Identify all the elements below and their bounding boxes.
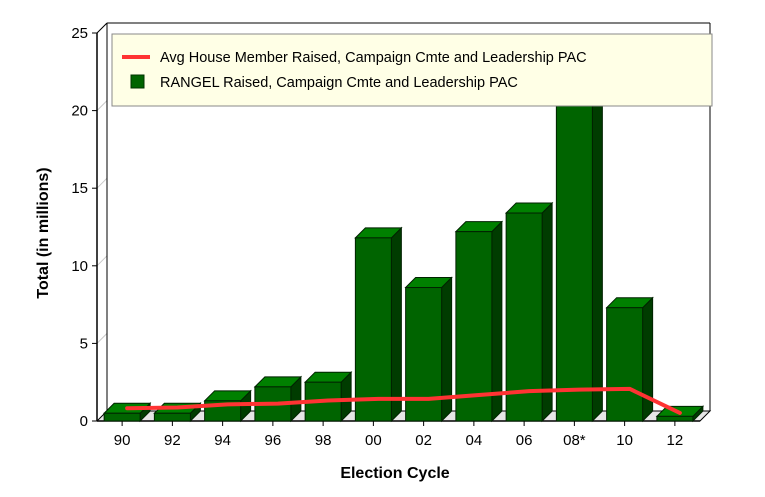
gridline-side bbox=[96, 100, 108, 111]
legend-label-average: Avg House Member Raised, Campaign Cmte a… bbox=[160, 50, 587, 66]
x-tick-label: 10 bbox=[616, 432, 633, 449]
bar-front bbox=[505, 212, 543, 422]
bar bbox=[303, 370, 353, 423]
gridline-side bbox=[96, 333, 108, 344]
bar-front bbox=[103, 412, 141, 422]
bar bbox=[555, 91, 604, 423]
average-line bbox=[125, 386, 682, 415]
bar bbox=[454, 220, 504, 423]
bar-side bbox=[591, 91, 603, 423]
bar bbox=[504, 201, 554, 423]
y-tick-label: 5 bbox=[80, 335, 88, 352]
x-axis-title: Election Cycle bbox=[340, 465, 449, 482]
x-tick-label: 02 bbox=[415, 432, 432, 449]
bar bbox=[102, 402, 152, 423]
y-tick-label: 25 bbox=[71, 25, 88, 42]
bar-front bbox=[153, 412, 191, 422]
x-tick-label: 12 bbox=[667, 432, 684, 449]
bar bbox=[605, 296, 654, 423]
average-line-path bbox=[125, 386, 682, 415]
x-tick-label: 90 bbox=[114, 432, 131, 449]
y-tick-label: 20 bbox=[71, 103, 88, 120]
legend-label-rangel: RANGEL Raised, Campaign Cmte and Leaders… bbox=[160, 75, 518, 91]
bar-side bbox=[642, 296, 654, 423]
bar-side bbox=[390, 226, 402, 423]
y-axis-ticks: 0 5 10 15 20 25 bbox=[71, 25, 97, 430]
y-tick-label: 10 bbox=[71, 258, 88, 275]
gridline-side bbox=[96, 177, 108, 189]
gridline-side bbox=[96, 255, 108, 267]
bar bbox=[253, 375, 303, 423]
bar-front bbox=[555, 102, 593, 422]
x-tick-label: 04 bbox=[466, 432, 483, 449]
bar-front bbox=[656, 415, 694, 422]
bar-front bbox=[354, 237, 392, 422]
top-left-edge bbox=[96, 22, 108, 34]
y-axis-title: Total (in millions) bbox=[35, 167, 52, 298]
x-tick-label: 06 bbox=[516, 432, 533, 449]
bar-front bbox=[606, 307, 644, 422]
legend: Avg House Member Raised, Campaign Cmte a… bbox=[111, 33, 713, 107]
y-tick-label: 0 bbox=[80, 413, 88, 430]
x-tick-label: 92 bbox=[164, 432, 181, 449]
bar-side bbox=[541, 201, 553, 423]
x-tick-label: 08* bbox=[563, 432, 586, 449]
legend-box bbox=[111, 33, 713, 107]
bar-front bbox=[455, 231, 493, 422]
x-tick-label: 98 bbox=[315, 432, 332, 449]
y-tick-label: 15 bbox=[71, 180, 88, 197]
bar-side bbox=[491, 220, 503, 423]
x-tick-label: 96 bbox=[265, 432, 282, 449]
x-tick-label: 00 bbox=[365, 432, 382, 449]
bar bbox=[354, 226, 403, 423]
bar-front bbox=[405, 287, 443, 422]
x-axis-ticks: 90 92 94 96 98 00 02 04 06 08* 10 12 bbox=[114, 421, 683, 449]
x-tick-label: 94 bbox=[214, 432, 231, 449]
legend-bar-swatch bbox=[130, 74, 145, 89]
